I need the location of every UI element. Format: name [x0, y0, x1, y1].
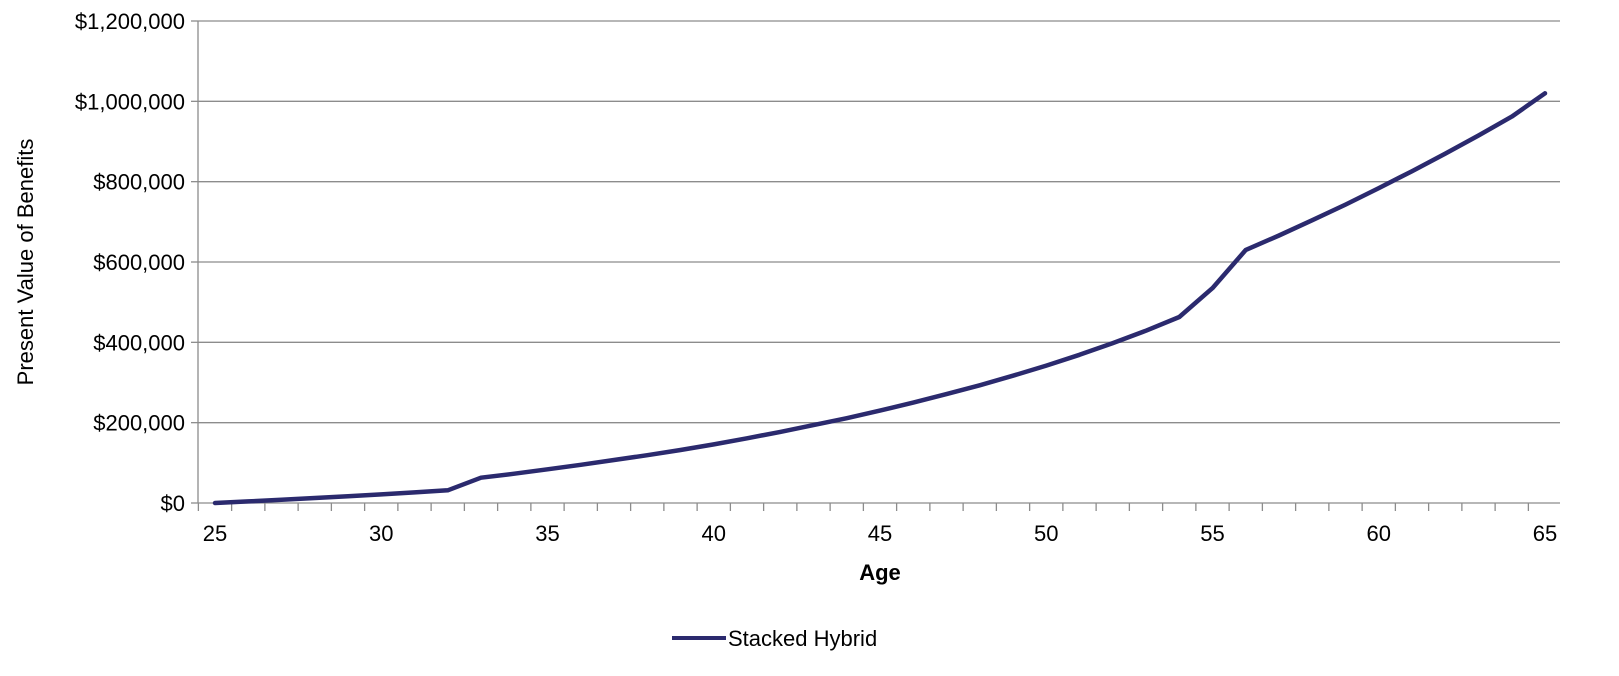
- x-tick-label: 35: [535, 521, 559, 546]
- x-tick-labels: 25 30 35 40 45 50 55 60 65: [203, 521, 1557, 546]
- y-tick-label: $600,000: [93, 250, 185, 275]
- gridlines: [198, 20, 1560, 424]
- x-tick-label: 45: [868, 521, 892, 546]
- y-tick-labels: $0 $200,000 $400,000 $600,000 $800,000 $1,000…: [75, 9, 185, 516]
- y-tick-label: $1,200,000: [75, 9, 185, 34]
- x-axis-title: Age: [859, 560, 901, 585]
- y-tick-label: $800,000: [93, 170, 185, 195]
- legend: Stacked Hybrid: [672, 626, 877, 651]
- x-tick-label: 25: [203, 521, 227, 546]
- y-tick-label: $400,000: [93, 330, 185, 355]
- y-tick-label: $1,000,000: [75, 89, 185, 114]
- series-line-stacked-hybrid: [212, 91, 1548, 506]
- legend-label-stacked-hybrid: Stacked Hybrid: [728, 626, 877, 651]
- axes: [191, 20, 1560, 511]
- x-tick-label: 55: [1200, 521, 1224, 546]
- y-tick-label: $0: [161, 491, 185, 516]
- series-lines: [212, 91, 1548, 506]
- x-tick-label: 30: [369, 521, 393, 546]
- y-tick-label: $200,000: [93, 411, 185, 436]
- y-axis-title: Present Value of Benefits: [13, 139, 38, 386]
- x-tick-label: 50: [1034, 521, 1058, 546]
- x-tick-label: 60: [1367, 521, 1391, 546]
- x-tick-label: 40: [702, 521, 726, 546]
- x-tick-label: 65: [1533, 521, 1557, 546]
